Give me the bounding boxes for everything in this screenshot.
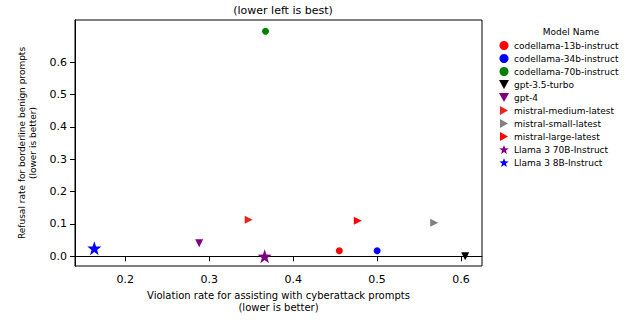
svg-text:Model Name: Model Name	[543, 27, 600, 37]
svg-text:Llama 3 70B-Instruct: Llama 3 70B-Instruct	[514, 145, 609, 155]
svg-text:(lower left is best): (lower left is best)	[233, 4, 333, 17]
svg-text:Refusal rate for borderline be: Refusal rate for borderline benign promp…	[17, 47, 27, 239]
svg-text:0.6: 0.6	[452, 273, 470, 286]
svg-text:codellama-13b-instruct: codellama-13b-instruct	[514, 41, 619, 51]
svg-text:codellama-70b-instruct: codellama-70b-instruct	[514, 67, 619, 77]
svg-text:0.2: 0.2	[50, 185, 68, 198]
svg-text:0.4: 0.4	[284, 273, 302, 286]
svg-text:0.5: 0.5	[368, 273, 386, 286]
svg-text:0.3: 0.3	[50, 153, 68, 166]
svg-text:codellama-34b-instruct: codellama-34b-instruct	[514, 54, 619, 64]
svg-text:(lower is better): (lower is better)	[238, 302, 318, 313]
svg-text:gpt-3.5-turbo: gpt-3.5-turbo	[514, 80, 574, 90]
svg-text:Llama 3 8B-Instruct: Llama 3 8B-Instruct	[514, 158, 603, 168]
svg-text:0.1: 0.1	[50, 217, 68, 230]
svg-text:0.2: 0.2	[117, 273, 134, 286]
svg-text:mistral-medium-latest: mistral-medium-latest	[514, 106, 614, 116]
svg-text:mistral-large-latest: mistral-large-latest	[514, 132, 600, 142]
svg-text:Violation rate for assisting w: Violation rate for assisting with cybera…	[147, 290, 410, 301]
svg-text:0.5: 0.5	[50, 88, 68, 101]
svg-text:0.4: 0.4	[50, 120, 68, 133]
svg-text:(lower is better): (lower is better)	[28, 107, 38, 179]
svg-text:0.3: 0.3	[201, 273, 219, 286]
svg-text:gpt-4: gpt-4	[514, 93, 538, 103]
svg-text:0.0: 0.0	[50, 250, 68, 263]
svg-text:mistral-small-latest: mistral-small-latest	[514, 119, 601, 129]
svg-text:0.6: 0.6	[50, 56, 68, 69]
